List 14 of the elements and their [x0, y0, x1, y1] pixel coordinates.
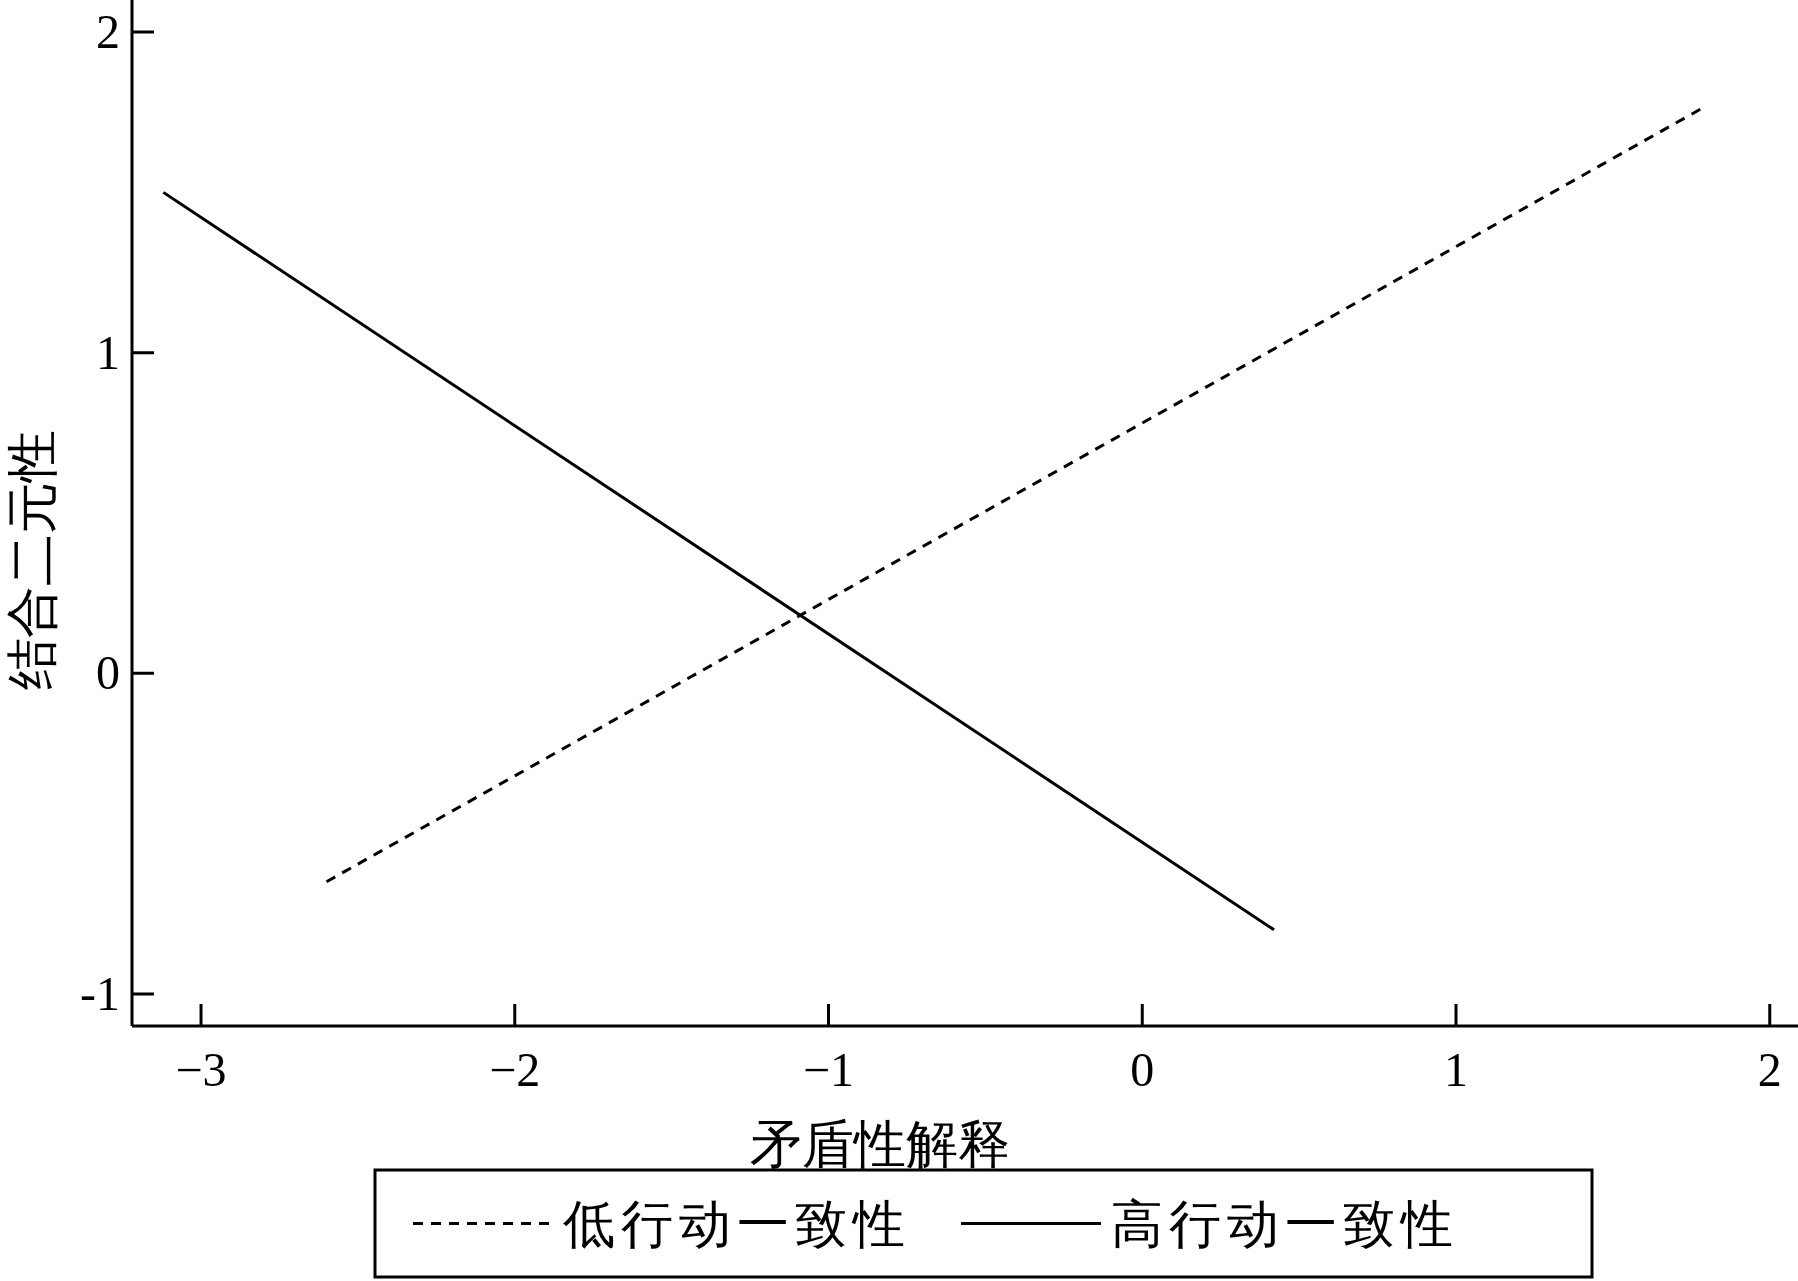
legend-label: 高行动一致性	[1111, 1195, 1459, 1253]
x-tick-label: −3	[175, 1043, 227, 1096]
y-axis-title: 结合二元性	[4, 430, 61, 690]
x-tick-label: −1	[802, 1043, 855, 1096]
x-tick-label: 0	[1130, 1043, 1155, 1096]
y-tick-label: 1	[96, 325, 120, 379]
x-tick-label: 1	[1444, 1043, 1469, 1096]
x-tick-label: −2	[489, 1043, 541, 1096]
x-axis-title: 矛盾性解释	[750, 1116, 1010, 1173]
y-tick-label: 0	[96, 646, 120, 700]
y-tick-label: -1	[80, 966, 120, 1020]
legend-label: 低行动一致性	[563, 1195, 911, 1253]
x-tick-label: 2	[1757, 1043, 1782, 1096]
y-tick-label: 2	[96, 5, 120, 59]
